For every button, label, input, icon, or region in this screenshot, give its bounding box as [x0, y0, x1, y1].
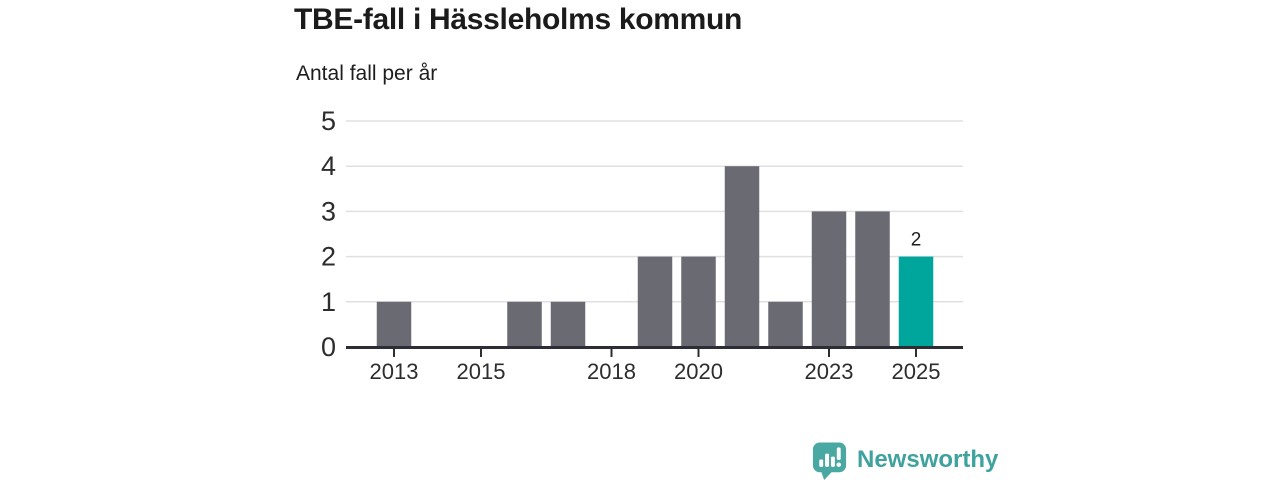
bar-2013 [376, 301, 412, 348]
value-label-2025: 2 [911, 230, 922, 251]
page-title: TBE-fall i Hässleholms kommun [294, 3, 743, 36]
bar-2025 [898, 256, 934, 348]
x-axis-label-2015: 2015 [457, 359, 506, 384]
bar-2017 [550, 301, 586, 348]
y-axis-label-0: 0 [321, 332, 336, 362]
newsworthy-bubble-chart-icon [812, 441, 847, 480]
y-axis-label-2: 2 [321, 242, 336, 272]
bar-2023 [811, 211, 847, 348]
y-axis-label-1: 1 [321, 287, 336, 317]
newsworthy-logo[interactable]: Newsworthy [810, 440, 998, 480]
bar-2016 [507, 301, 542, 348]
x-axis-label-2018: 2018 [587, 359, 636, 384]
chart-unit-subtitle: Antal fall per år [296, 62, 438, 85]
bar-2024 [855, 211, 890, 348]
x-axis-label-2023: 2023 [805, 359, 854, 384]
x-axis-label-2025: 2025 [892, 359, 941, 384]
y-axis-label-5: 5 [321, 106, 336, 136]
y-axis-label-4: 4 [321, 151, 336, 181]
x-axis-label-2013: 2013 [370, 359, 419, 384]
newsworthy-wordmark: Newsworthy [857, 446, 999, 473]
bar-2019 [637, 256, 673, 348]
bar-2021 [724, 166, 760, 348]
bar-2020 [681, 256, 716, 348]
y-axis-label-3: 3 [321, 196, 336, 226]
x-axis-label-2020: 2020 [674, 359, 723, 384]
bar-2022 [768, 301, 803, 348]
